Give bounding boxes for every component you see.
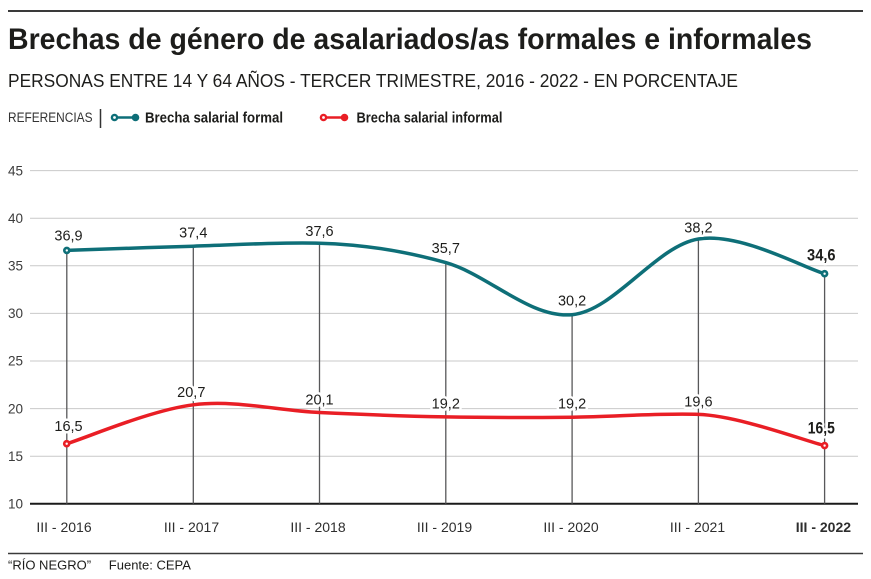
svg-text:34,6: 34,6 xyxy=(807,245,836,264)
svg-text:37,4: 37,4 xyxy=(179,226,207,242)
svg-text:19,2: 19,2 xyxy=(432,396,460,412)
svg-text:20,1: 20,1 xyxy=(305,393,333,409)
svg-text:16,5: 16,5 xyxy=(808,418,835,437)
svg-text:19,6: 19,6 xyxy=(684,395,712,411)
svg-text:25: 25 xyxy=(8,354,23,369)
svg-text:III - 2022: III - 2022 xyxy=(796,519,851,535)
svg-text:Fuente: CEPA: Fuente: CEPA xyxy=(109,558,191,573)
svg-text:Brecha salarial informal: Brecha salarial informal xyxy=(357,111,503,127)
svg-text:19,2: 19,2 xyxy=(558,397,586,413)
svg-text:20,7: 20,7 xyxy=(177,385,205,401)
svg-text:30,2: 30,2 xyxy=(558,294,586,310)
svg-text:III - 2016: III - 2016 xyxy=(36,519,91,535)
svg-text:III - 2021: III - 2021 xyxy=(670,519,725,535)
svg-text:III - 2017: III - 2017 xyxy=(164,519,219,535)
svg-text:45: 45 xyxy=(8,163,23,178)
svg-text:38,2: 38,2 xyxy=(684,221,712,237)
svg-text:III - 2020: III - 2020 xyxy=(543,519,598,535)
svg-text:“RÍO NEGRO”: “RÍO NEGRO” xyxy=(8,558,91,573)
svg-text:III - 2018: III - 2018 xyxy=(290,519,345,535)
svg-text:20: 20 xyxy=(8,401,23,416)
svg-text:37,6: 37,6 xyxy=(305,224,333,240)
svg-text:Brecha salarial formal: Brecha salarial formal xyxy=(145,111,283,127)
svg-text:36,9: 36,9 xyxy=(54,229,82,245)
svg-text:15: 15 xyxy=(8,449,23,464)
svg-text:Brechas de género de asalariad: Brechas de género de asalariados/as form… xyxy=(8,23,812,56)
svg-text:35,7: 35,7 xyxy=(432,241,460,257)
svg-text:30: 30 xyxy=(8,306,23,321)
svg-text:REFERENCIAS: REFERENCIAS xyxy=(8,110,93,125)
svg-text:16,5: 16,5 xyxy=(54,419,82,435)
svg-text:PERSONAS ENTRE 14 Y 64 AÑOS -: PERSONAS ENTRE 14 Y 64 AÑOS - TERCER TRI… xyxy=(8,70,738,91)
svg-text:10: 10 xyxy=(8,497,23,512)
svg-text:III - 2019: III - 2019 xyxy=(417,519,472,535)
svg-text:35: 35 xyxy=(8,259,23,274)
svg-text:40: 40 xyxy=(8,211,23,226)
